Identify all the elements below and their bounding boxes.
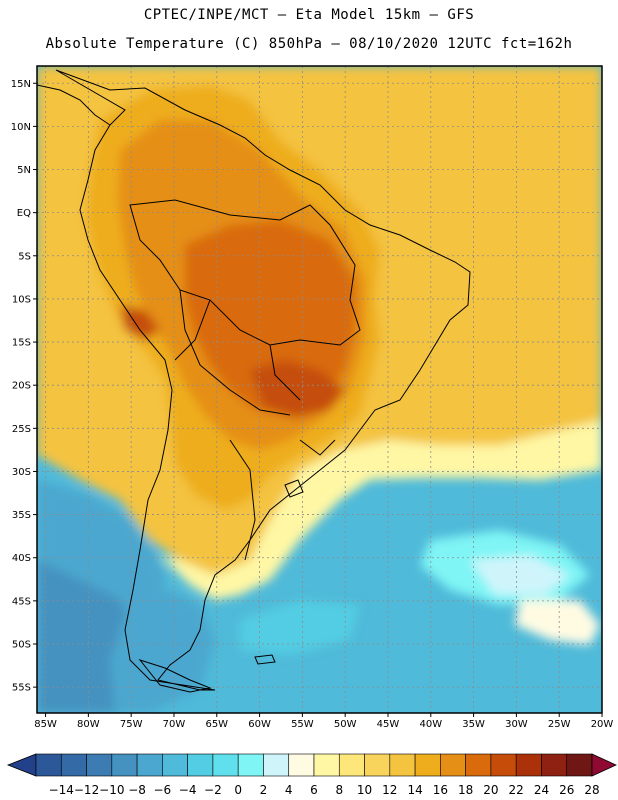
lat-tick-label: 40S [12,553,31,564]
lon-tick-label: 50W [334,719,357,730]
lon-tick-label: 35W [462,719,485,730]
colorbar-swatch [414,753,441,777]
lon-tick-label: 40W [419,719,442,730]
lat-tick-label: 20S [12,381,31,392]
colorbar-swatch [440,753,466,777]
colorbar-swatch [465,753,492,777]
colorbar-swatch [263,753,290,777]
colorbar-label: −14 [49,783,74,797]
colorbar-label: 12 [382,783,397,797]
colorbar-label: 22 [509,783,524,797]
colorbar-swatch [237,753,264,777]
colorbar-max-triangle [591,753,617,777]
lon-tick-label: 65W [205,719,228,730]
colorbar-swatch [288,753,315,777]
colorbar-swatch [364,753,391,777]
colorbar-swatch [490,753,517,777]
lat-tick-label: 55S [12,683,31,694]
colorbar-swatch [212,753,239,777]
south-america-coastline [55,69,471,691]
colorbar-swatch [86,753,113,777]
colorbar-swatch [35,753,62,777]
colorbar-swatch [187,753,214,777]
country-borders [129,199,361,561]
map-frame [36,65,603,714]
colorbar-min-triangle [6,753,37,777]
colorbar-label: −6 [154,783,172,797]
colorbar-swatch [515,753,542,777]
colorbar-swatch [566,753,593,777]
lat-tick-label: 5S [18,251,31,262]
colorbar-label: 10 [357,783,372,797]
lon-tick-label: 25W [548,719,571,730]
lat-tick-label: 25S [12,424,31,435]
lat-tick-label: 50S [12,639,31,650]
latitude-tick-labels: 15N 10N 5N EQ 5S 10S 15S 20S 25S 30S 35S 40S 45S 50S 5… [11,79,37,694]
colorbar-swatch [541,753,568,777]
colorbar-label: 20 [483,783,498,797]
colorbar-label: 24 [534,783,549,797]
colorbar-swatch [136,753,163,777]
colorbar-swatch [389,753,416,777]
tierra-del-fuego-outline [138,659,212,693]
colorbar-label: 28 [584,783,599,797]
colorbar-label: 6 [310,783,318,797]
colorbar-swatch [338,753,365,777]
lat-tick-label: 5N [17,165,31,176]
lat-tick-label: 10N [11,122,31,133]
longitude-tick-labels: 85W 80W 75W 70W 65W 60W 55W 50W 45W 40W 35W 30W 25W 2… [34,713,613,730]
lon-tick-label: 60W [248,719,271,730]
map-title-line-1: CPTEC/INPE/MCT – Eta Model 15km – GFS [143,7,475,23]
lat-tick-label: 45S [12,596,31,607]
lon-tick-label: 45W [377,719,400,730]
colorbar-label: −8 [128,783,146,797]
colorbar-swatch [162,753,188,777]
colorbar-label: 4 [285,783,293,797]
colorbar-label: 18 [458,783,473,797]
lon-tick-label: 80W [77,719,100,730]
central-america-coastline [37,84,111,126]
lon-tick-label: 20W [591,719,614,730]
colorbar-label: 0 [234,783,242,797]
colorbar-label: −10 [99,783,124,797]
colorbar-label: 8 [335,783,343,797]
lat-tick-label: 10S [12,294,31,305]
colorbar: −14 −12 −10 −8 −6 −4 −2 0 2 4 6 8 10 12 14 16 18 20 22 24 26… [6,753,617,797]
colorbar-label: −12 [74,783,99,797]
colorbar-label: 2 [260,783,268,797]
falklands-outline [254,654,276,665]
graticule-grid [37,66,602,713]
colorbar-label: 14 [407,783,422,797]
lon-tick-label: 85W [34,719,57,730]
lon-tick-label: 30W [505,719,528,730]
lat-tick-label: 15S [12,338,31,349]
lat-tick-label: 15N [11,79,31,90]
map-title-line-2: Absolute Temperature (C) 850hPa – 08/10/… [45,36,573,52]
colorbar-swatch [111,753,138,777]
colorbar-label: 16 [433,783,448,797]
coastline-borders [37,69,471,693]
lon-tick-label: 75W [120,719,143,730]
colorbar-swatch [313,753,340,777]
lat-tick-label: 30S [12,467,31,478]
uruguay-lagoon [284,479,304,498]
lon-tick-label: 70W [163,719,186,730]
colorbar-label: −2 [204,783,222,797]
lat-tick-label: 35S [12,510,31,521]
colorbar-swatch [60,753,87,777]
colorbar-label: 26 [559,783,574,797]
lon-tick-label: 55W [291,719,314,730]
temperature-field [37,66,602,713]
lat-tick-label: EQ [17,208,31,219]
colorbar-label: −4 [179,783,197,797]
